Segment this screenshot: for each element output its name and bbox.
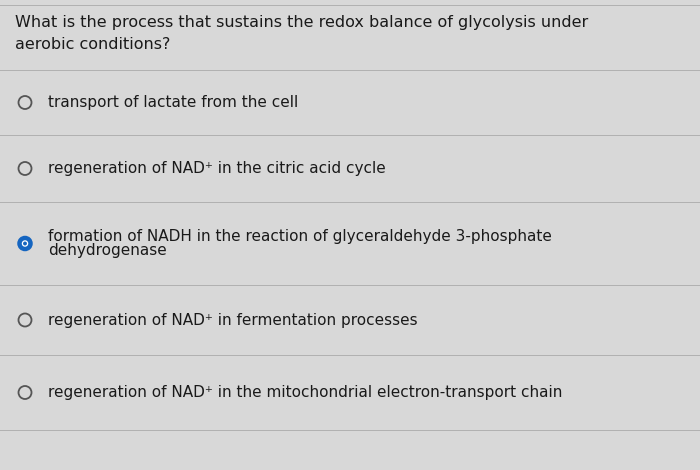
- Circle shape: [22, 240, 28, 247]
- Circle shape: [18, 237, 32, 250]
- Text: regeneration of NAD⁺ in the mitochondrial electron-transport chain: regeneration of NAD⁺ in the mitochondria…: [48, 385, 562, 400]
- Text: transport of lactate from the cell: transport of lactate from the cell: [48, 95, 298, 110]
- Circle shape: [23, 242, 27, 245]
- Text: What is the process that sustains the redox balance of glycolysis under: What is the process that sustains the re…: [15, 15, 588, 30]
- Text: regeneration of NAD⁺ in fermentation processes: regeneration of NAD⁺ in fermentation pro…: [48, 313, 418, 328]
- Text: dehydrogenase: dehydrogenase: [48, 243, 167, 258]
- Text: formation of NADH in the reaction of glyceraldehyde 3-phosphate: formation of NADH in the reaction of gly…: [48, 229, 552, 244]
- Text: aerobic conditions?: aerobic conditions?: [15, 37, 170, 52]
- Text: regeneration of NAD⁺ in the citric acid cycle: regeneration of NAD⁺ in the citric acid …: [48, 161, 386, 176]
